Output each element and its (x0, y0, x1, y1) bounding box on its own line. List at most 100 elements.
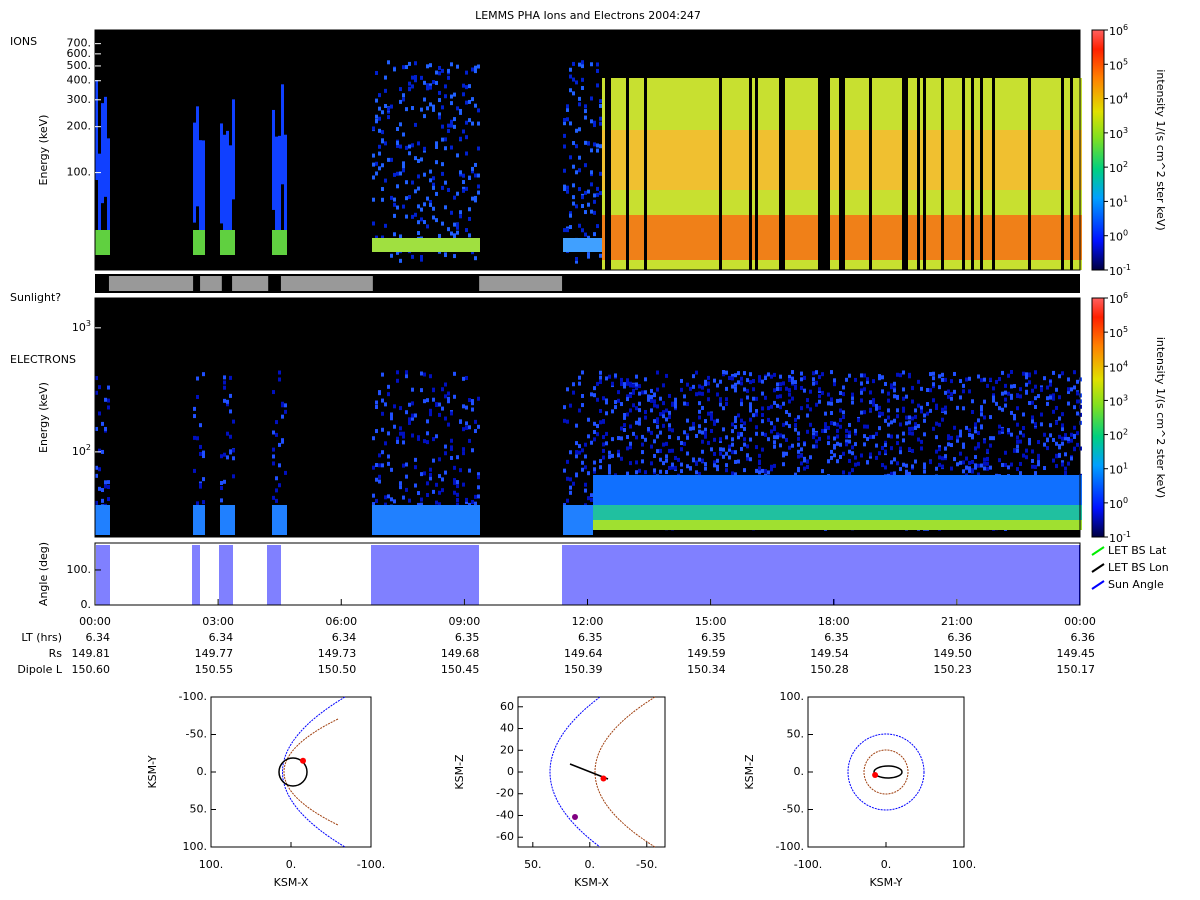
spectrogram-cell (950, 505, 953, 525)
spectrogram-cell (836, 215, 839, 260)
spectrogram-cell (674, 520, 677, 530)
spectrogram-cell (372, 126, 375, 131)
spectrogram-cell (920, 409, 923, 414)
spectrogram-cell (752, 130, 755, 190)
spectrogram-cell (989, 377, 992, 382)
spectrogram-cell (926, 520, 929, 530)
spectrogram-cell (686, 451, 689, 456)
spectrogram-cell (1067, 505, 1070, 525)
spectrogram-cell (447, 238, 450, 252)
spectrogram-cell (611, 215, 614, 260)
spectrogram-cell (435, 500, 438, 505)
spectrogram-cell (1019, 130, 1022, 190)
spectrogram-cell (653, 392, 656, 397)
spectrogram-cell (1031, 400, 1034, 405)
spectrogram-cell (1037, 460, 1040, 465)
spectrogram-cell (689, 130, 692, 190)
spectrogram-cell (785, 386, 788, 391)
spectrogram-cell (1058, 445, 1061, 450)
spectrogram-cell (641, 390, 644, 395)
spectrogram-cell (725, 397, 728, 402)
spectrogram-cell (98, 505, 101, 535)
spectrogram-cell (815, 215, 818, 260)
spectrogram-cell (899, 475, 902, 520)
spectrogram-cell (962, 389, 965, 394)
spectrogram-cell (713, 451, 716, 456)
spectrogram-cell (193, 122, 196, 223)
spectrogram-cell (710, 475, 713, 520)
spectrogram-cell (275, 420, 278, 425)
spectrogram-cell (668, 505, 671, 525)
spectrogram-cell (734, 415, 737, 420)
spectrogram-cell (992, 398, 995, 403)
spectrogram-cell (965, 130, 968, 190)
spectrogram-cell (1037, 440, 1040, 445)
spectrogram-cell (581, 505, 584, 535)
spectrogram-cell (1055, 420, 1058, 425)
y-tick-label: -60 (496, 830, 514, 843)
spectrogram-cell (638, 391, 641, 396)
spectrogram-cell (229, 409, 232, 414)
spectrogram-cell (734, 450, 737, 455)
spectrogram-cell (725, 215, 728, 260)
spectrogram-cell (444, 382, 447, 387)
spectrogram-cell (196, 505, 199, 535)
spectrogram-cell (405, 505, 408, 535)
spectrogram-cell (104, 480, 107, 485)
spectrogram-cell (1073, 425, 1076, 430)
spectrogram-cell (581, 467, 584, 472)
spectrogram-cell (983, 505, 986, 525)
spectrogram-cell (402, 431, 405, 436)
spectrogram-cell (842, 505, 845, 525)
spectrogram-cell (860, 398, 863, 403)
ephemeris-value: 149.54 (810, 647, 849, 660)
spectrogram-cell (602, 448, 605, 453)
spectrogram-cell (998, 377, 1001, 382)
spectrogram-cell (953, 425, 956, 430)
spectrogram-cell (468, 99, 471, 104)
spectrogram-cell (623, 215, 626, 260)
spectrogram-cell (965, 505, 968, 525)
spectrogram-cell (602, 455, 605, 460)
spectrogram-cell (620, 475, 623, 520)
spectrogram-cell (420, 472, 423, 477)
spectrogram-cell (815, 130, 818, 190)
spectrogram-cell (707, 388, 710, 393)
tick-exponent: 3 (86, 318, 91, 327)
spectrogram-cell (860, 373, 863, 378)
spectrogram-cell (998, 130, 1001, 190)
spectrogram-cell (444, 137, 447, 142)
spectrogram-cell (575, 423, 578, 428)
spectrogram-cell (734, 475, 737, 520)
spectrogram-cell (275, 136, 278, 237)
spectrogram-cell (1076, 475, 1079, 520)
spectrogram-cell (887, 398, 890, 403)
spectrogram-cell (629, 393, 632, 398)
spectrogram-cell (563, 133, 566, 138)
spectrogram-cell (686, 505, 689, 525)
spectrogram-cell (641, 215, 644, 260)
spectrogram-cell (974, 429, 977, 434)
spectrogram-cell (851, 395, 854, 400)
spectrogram-cell (662, 215, 665, 260)
spectrogram-cell (719, 379, 722, 384)
spectrogram-cell (641, 434, 644, 439)
spectrogram-cell (989, 465, 992, 470)
spectrogram-cell (986, 130, 989, 190)
spectrogram-cell (941, 417, 944, 422)
spectrogram-cell (761, 520, 764, 530)
spectrogram-cell (1043, 475, 1046, 520)
spectrogram-cell (1010, 520, 1013, 530)
spectrogram-cell (447, 68, 450, 73)
spectrogram-cell (674, 401, 677, 406)
spectrogram-cell (668, 448, 671, 453)
spectrogram-cell (1064, 215, 1067, 260)
spectrogram-cell (563, 187, 566, 192)
spectrogram-cell (872, 379, 875, 384)
spectrogram-cell (638, 468, 641, 473)
spectrogram-cell (593, 430, 596, 435)
spectrogram-cell (632, 520, 635, 530)
spectrogram-cell (932, 475, 935, 520)
spectrogram-cell (468, 468, 471, 473)
spectrogram-cell (635, 215, 638, 260)
